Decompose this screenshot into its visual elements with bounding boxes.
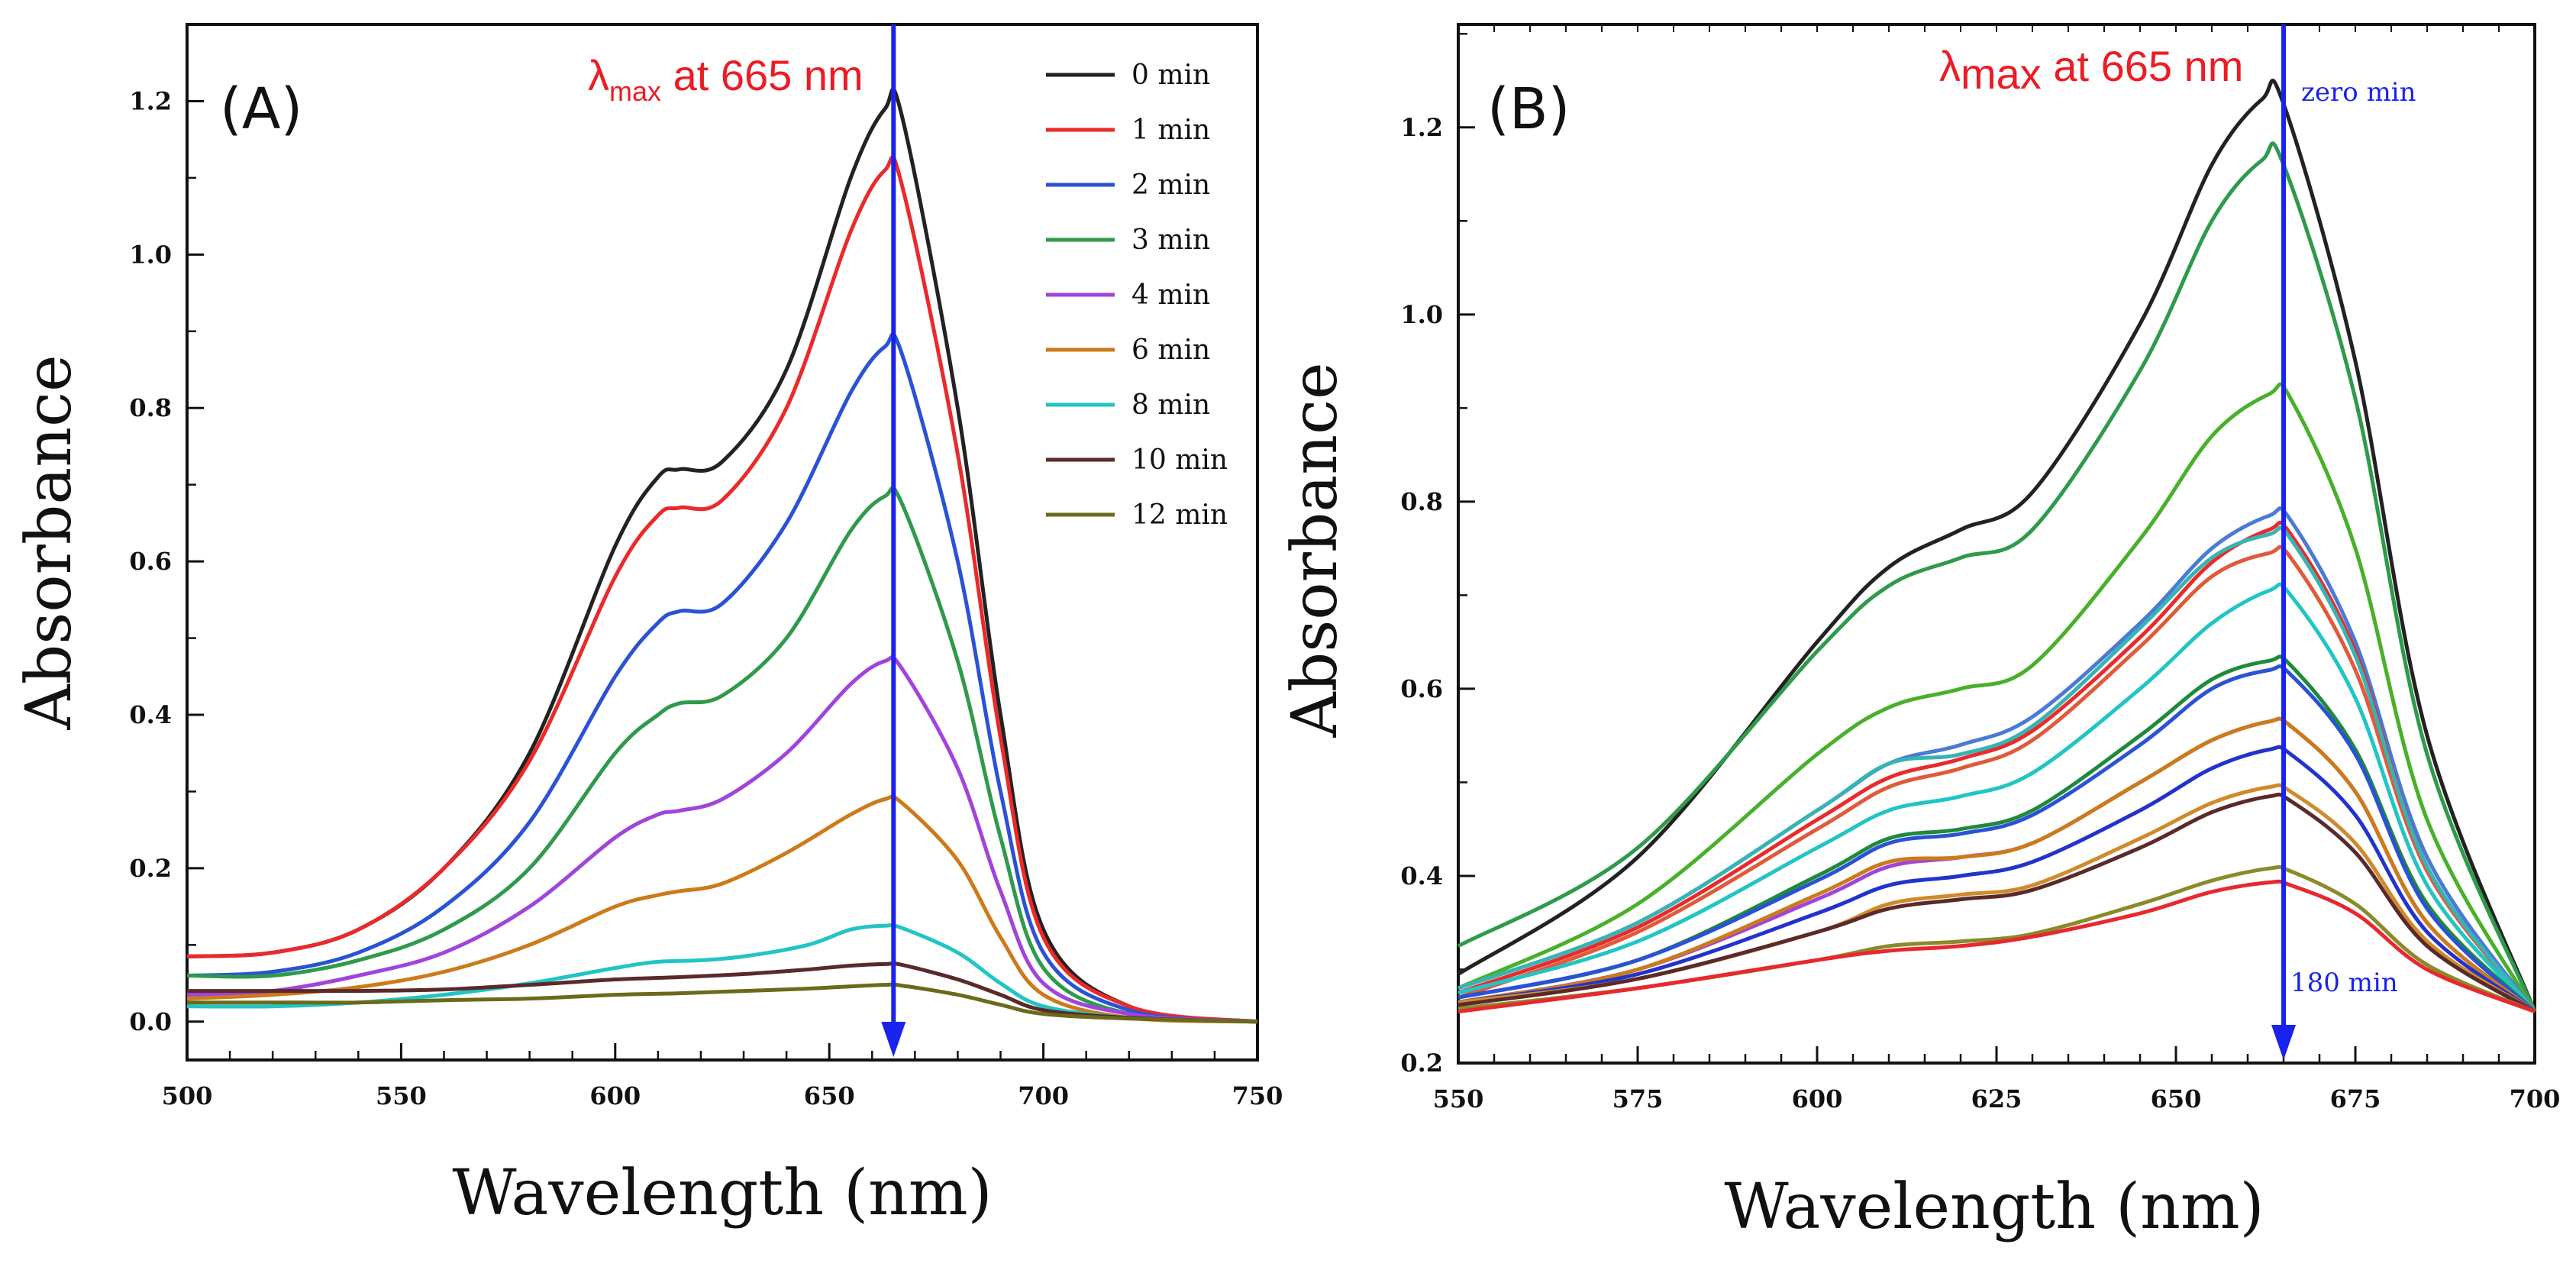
series-group-a <box>186 24 1258 1057</box>
series-line-a-2 <box>186 155 1258 1024</box>
series-line-b-17 <box>1457 879 2536 1014</box>
series-line-b-13 <box>1457 745 2536 1013</box>
legend-label: 8 min <box>1131 389 1210 421</box>
series-line-a-4 <box>186 486 1258 1024</box>
plot-frame-a <box>186 23 1259 1062</box>
x-tick-label-b: 600 <box>1792 1084 1843 1113</box>
panel-label-b: (B) <box>1487 76 1570 142</box>
legend-label: 0 min <box>1131 60 1210 91</box>
arrow-head-a <box>881 1022 906 1057</box>
series-line-b-7 <box>1457 525 2537 1013</box>
x-tick-label-a: 500 <box>162 1081 213 1110</box>
legend-label: 3 min <box>1131 225 1210 256</box>
y-tick-label-b: 0.6 <box>1400 674 1443 703</box>
y-tick-label-b: 0.2 <box>1400 1049 1443 1078</box>
series-line-b-2 <box>1457 141 2537 1013</box>
series-line-a-3 <box>186 332 1258 1024</box>
y-axis-title-b: Absorbance <box>1279 363 1351 738</box>
legend-label: 2 min <box>1131 170 1210 201</box>
arrow-bottom-label: 180 min <box>2290 968 2398 998</box>
y-tick-label-a: 0.2 <box>129 854 172 883</box>
lambda-rest: at 665 nm <box>661 51 864 99</box>
series-line-b-8 <box>1457 582 2536 1013</box>
x-tick-label-a: 700 <box>1018 1081 1069 1110</box>
x-tick-label-a: 550 <box>376 1081 427 1110</box>
series-line-b-12 <box>1457 716 2536 1013</box>
series-line-a-6 <box>186 794 1258 1024</box>
x-tick-label-a: 600 <box>589 1081 641 1110</box>
arrow-top-label: zero min <box>2301 77 2416 108</box>
lambda-annotation-b: λmax at 665 nm <box>1939 42 2243 98</box>
x-axis-title-a: Wavelength (nm) <box>452 1157 992 1230</box>
x-tick-label-b: 575 <box>1612 1084 1664 1113</box>
series-line-b-6 <box>1457 545 2536 1013</box>
y-tick-label-b: 1.2 <box>1400 113 1443 142</box>
panel-a: 500 550 600 650 700 7500.00.20.40.60.81.01.2 … <box>13 23 1283 1230</box>
series-line-a-9 <box>187 982 1258 1024</box>
lambda-annotation-a: λmax at 665 nm <box>588 51 864 107</box>
x-tick-label-a: 750 <box>1232 1081 1283 1110</box>
series-line-a-5 <box>186 655 1258 1024</box>
x-tick-label-b: 675 <box>2330 1084 2381 1113</box>
series-line-b-15 <box>1457 792 2536 1013</box>
panel-label-a: (A) <box>220 76 302 142</box>
legend-label: 6 min <box>1131 334 1210 366</box>
legend-label: 1 min <box>1131 115 1210 146</box>
y-axis-title-a: Absorbance <box>13 355 86 731</box>
y-tick-label-b: 0.4 <box>1400 861 1443 890</box>
series-line-b-3 <box>1457 382 2537 1013</box>
lambda-rest: at 665 nm <box>2042 42 2244 90</box>
y-tick-label-a: 1.0 <box>129 240 172 269</box>
lambda-subscript: max <box>1961 50 2042 98</box>
lambda-subscript: max <box>609 76 661 107</box>
x-tick-label-b: 700 <box>2510 1084 2561 1113</box>
series-line-a-8 <box>187 961 1258 1024</box>
series-line-b-10 <box>1457 664 2536 1013</box>
ticks-b: 550 575 600 625 650 675 700 0.2 0.4 0.6 0.8 1.0 1.2 <box>1400 24 2560 1113</box>
legend-label: 10 min <box>1131 444 1228 476</box>
y-tick-label-a: 0.6 <box>129 547 172 576</box>
x-axis-title-b: Wavelength (nm) <box>1724 1171 2264 1243</box>
legend-label: 4 min <box>1131 280 1210 311</box>
series-group-b <box>1457 24 2537 1060</box>
plot-frame-b <box>1457 23 2536 1065</box>
arrow-head-b <box>2271 1025 2296 1060</box>
y-tick-label-a: 0.4 <box>129 700 172 729</box>
y-tick-label-b: 1.0 <box>1400 300 1443 329</box>
y-tick-label-a: 1.2 <box>129 86 172 115</box>
y-tick-label-a: 0.8 <box>129 393 172 422</box>
series-line-a-7 <box>186 923 1258 1024</box>
x-tick-label-b: 550 <box>1433 1084 1484 1113</box>
y-tick-label-b: 0.8 <box>1400 487 1443 516</box>
y-tick-label-a: 0.0 <box>129 1007 172 1036</box>
legend-a: 0 min 1 min 2 min 3 min 4 min 6 min 8 min 10 mi… <box>1046 60 1228 531</box>
lambda-symbol: λ <box>588 51 609 99</box>
series-line-b-1 <box>1457 79 2537 1013</box>
x-tick-label-a: 650 <box>804 1081 855 1110</box>
ticks-a: 500 550 600 650 700 750 0.0 0.2 0.4 0.6 0.8 1.0 1.2 <box>129 86 1283 1110</box>
x-tick-label-b: 650 <box>2151 1084 2202 1113</box>
legend-label: 12 min <box>1131 499 1228 531</box>
panel-b: 550 575 600 625 650 675 7000.20.40.60.81.01.2 … <box>1279 23 2560 1243</box>
x-tick-label-b: 625 <box>1971 1084 2022 1113</box>
lambda-symbol: λ <box>1939 42 1961 90</box>
